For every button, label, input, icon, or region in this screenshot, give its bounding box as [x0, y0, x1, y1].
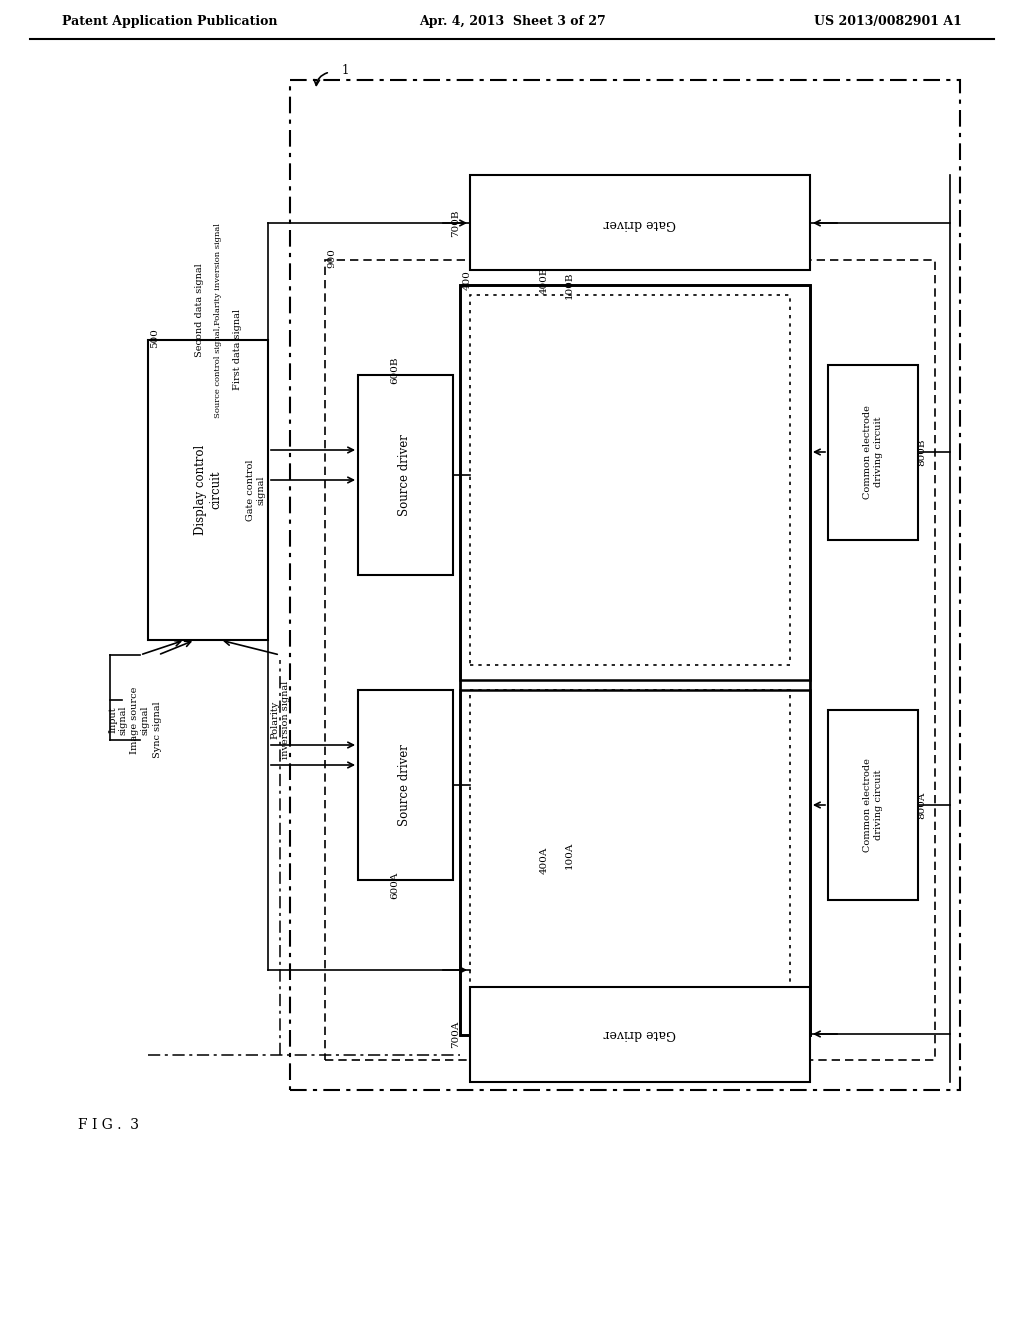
- Text: 100A: 100A: [565, 841, 574, 869]
- Bar: [828, 366, 918, 540]
- Text: 400A: 400A: [540, 846, 549, 874]
- Text: 900: 900: [327, 248, 336, 268]
- Text: Gate driver: Gate driver: [604, 216, 676, 230]
- Bar: [460, 690, 810, 1035]
- Text: 700A: 700A: [451, 1020, 460, 1048]
- Bar: [470, 987, 810, 1082]
- Text: 800A: 800A: [918, 791, 927, 818]
- Text: 600A: 600A: [390, 871, 399, 899]
- Text: US 2013/0082901 A1: US 2013/0082901 A1: [814, 16, 962, 29]
- Text: 1: 1: [342, 63, 349, 77]
- Text: First data signal: First data signal: [232, 309, 242, 391]
- Bar: [148, 341, 268, 640]
- Text: Input
signal: Input signal: [109, 705, 128, 735]
- Bar: [358, 375, 453, 576]
- Text: Gate driver: Gate driver: [604, 1027, 676, 1040]
- Text: Source control signal,Polarity inversion signal: Source control signal,Polarity inversion…: [214, 223, 222, 417]
- Text: 400: 400: [463, 271, 472, 290]
- Text: 500: 500: [150, 329, 159, 348]
- Text: 400B: 400B: [540, 267, 549, 294]
- Text: Source driver: Source driver: [398, 434, 412, 516]
- Bar: [470, 690, 790, 1020]
- Text: 600B: 600B: [390, 356, 399, 384]
- Text: Sync signal: Sync signal: [154, 702, 163, 758]
- Bar: [358, 690, 453, 880]
- Text: Common electrode
driving circuit: Common electrode driving circuit: [863, 405, 883, 499]
- Text: F I G .  3: F I G . 3: [78, 1118, 139, 1133]
- Bar: [828, 710, 918, 900]
- Bar: [325, 260, 935, 1060]
- Text: Gate control
signal: Gate control signal: [247, 459, 265, 521]
- Text: 700B: 700B: [451, 210, 460, 236]
- Bar: [470, 294, 790, 665]
- Text: Second data signal: Second data signal: [196, 263, 205, 356]
- Bar: [470, 176, 810, 271]
- Bar: [290, 81, 961, 1090]
- Text: Apr. 4, 2013  Sheet 3 of 27: Apr. 4, 2013 Sheet 3 of 27: [419, 16, 605, 29]
- Text: Common electrode
driving circuit: Common electrode driving circuit: [863, 758, 883, 851]
- Bar: [460, 285, 810, 680]
- Text: Image source
signal: Image source signal: [130, 686, 150, 754]
- Bar: [460, 285, 810, 1035]
- Text: 100B: 100B: [565, 271, 574, 298]
- Text: Patent Application Publication: Patent Application Publication: [62, 16, 278, 29]
- Text: Display control
circuit: Display control circuit: [194, 445, 222, 535]
- Text: Source driver: Source driver: [398, 744, 412, 826]
- Text: Polarity
inversion signal: Polarity inversion signal: [270, 681, 290, 759]
- Text: 800B: 800B: [918, 438, 927, 466]
